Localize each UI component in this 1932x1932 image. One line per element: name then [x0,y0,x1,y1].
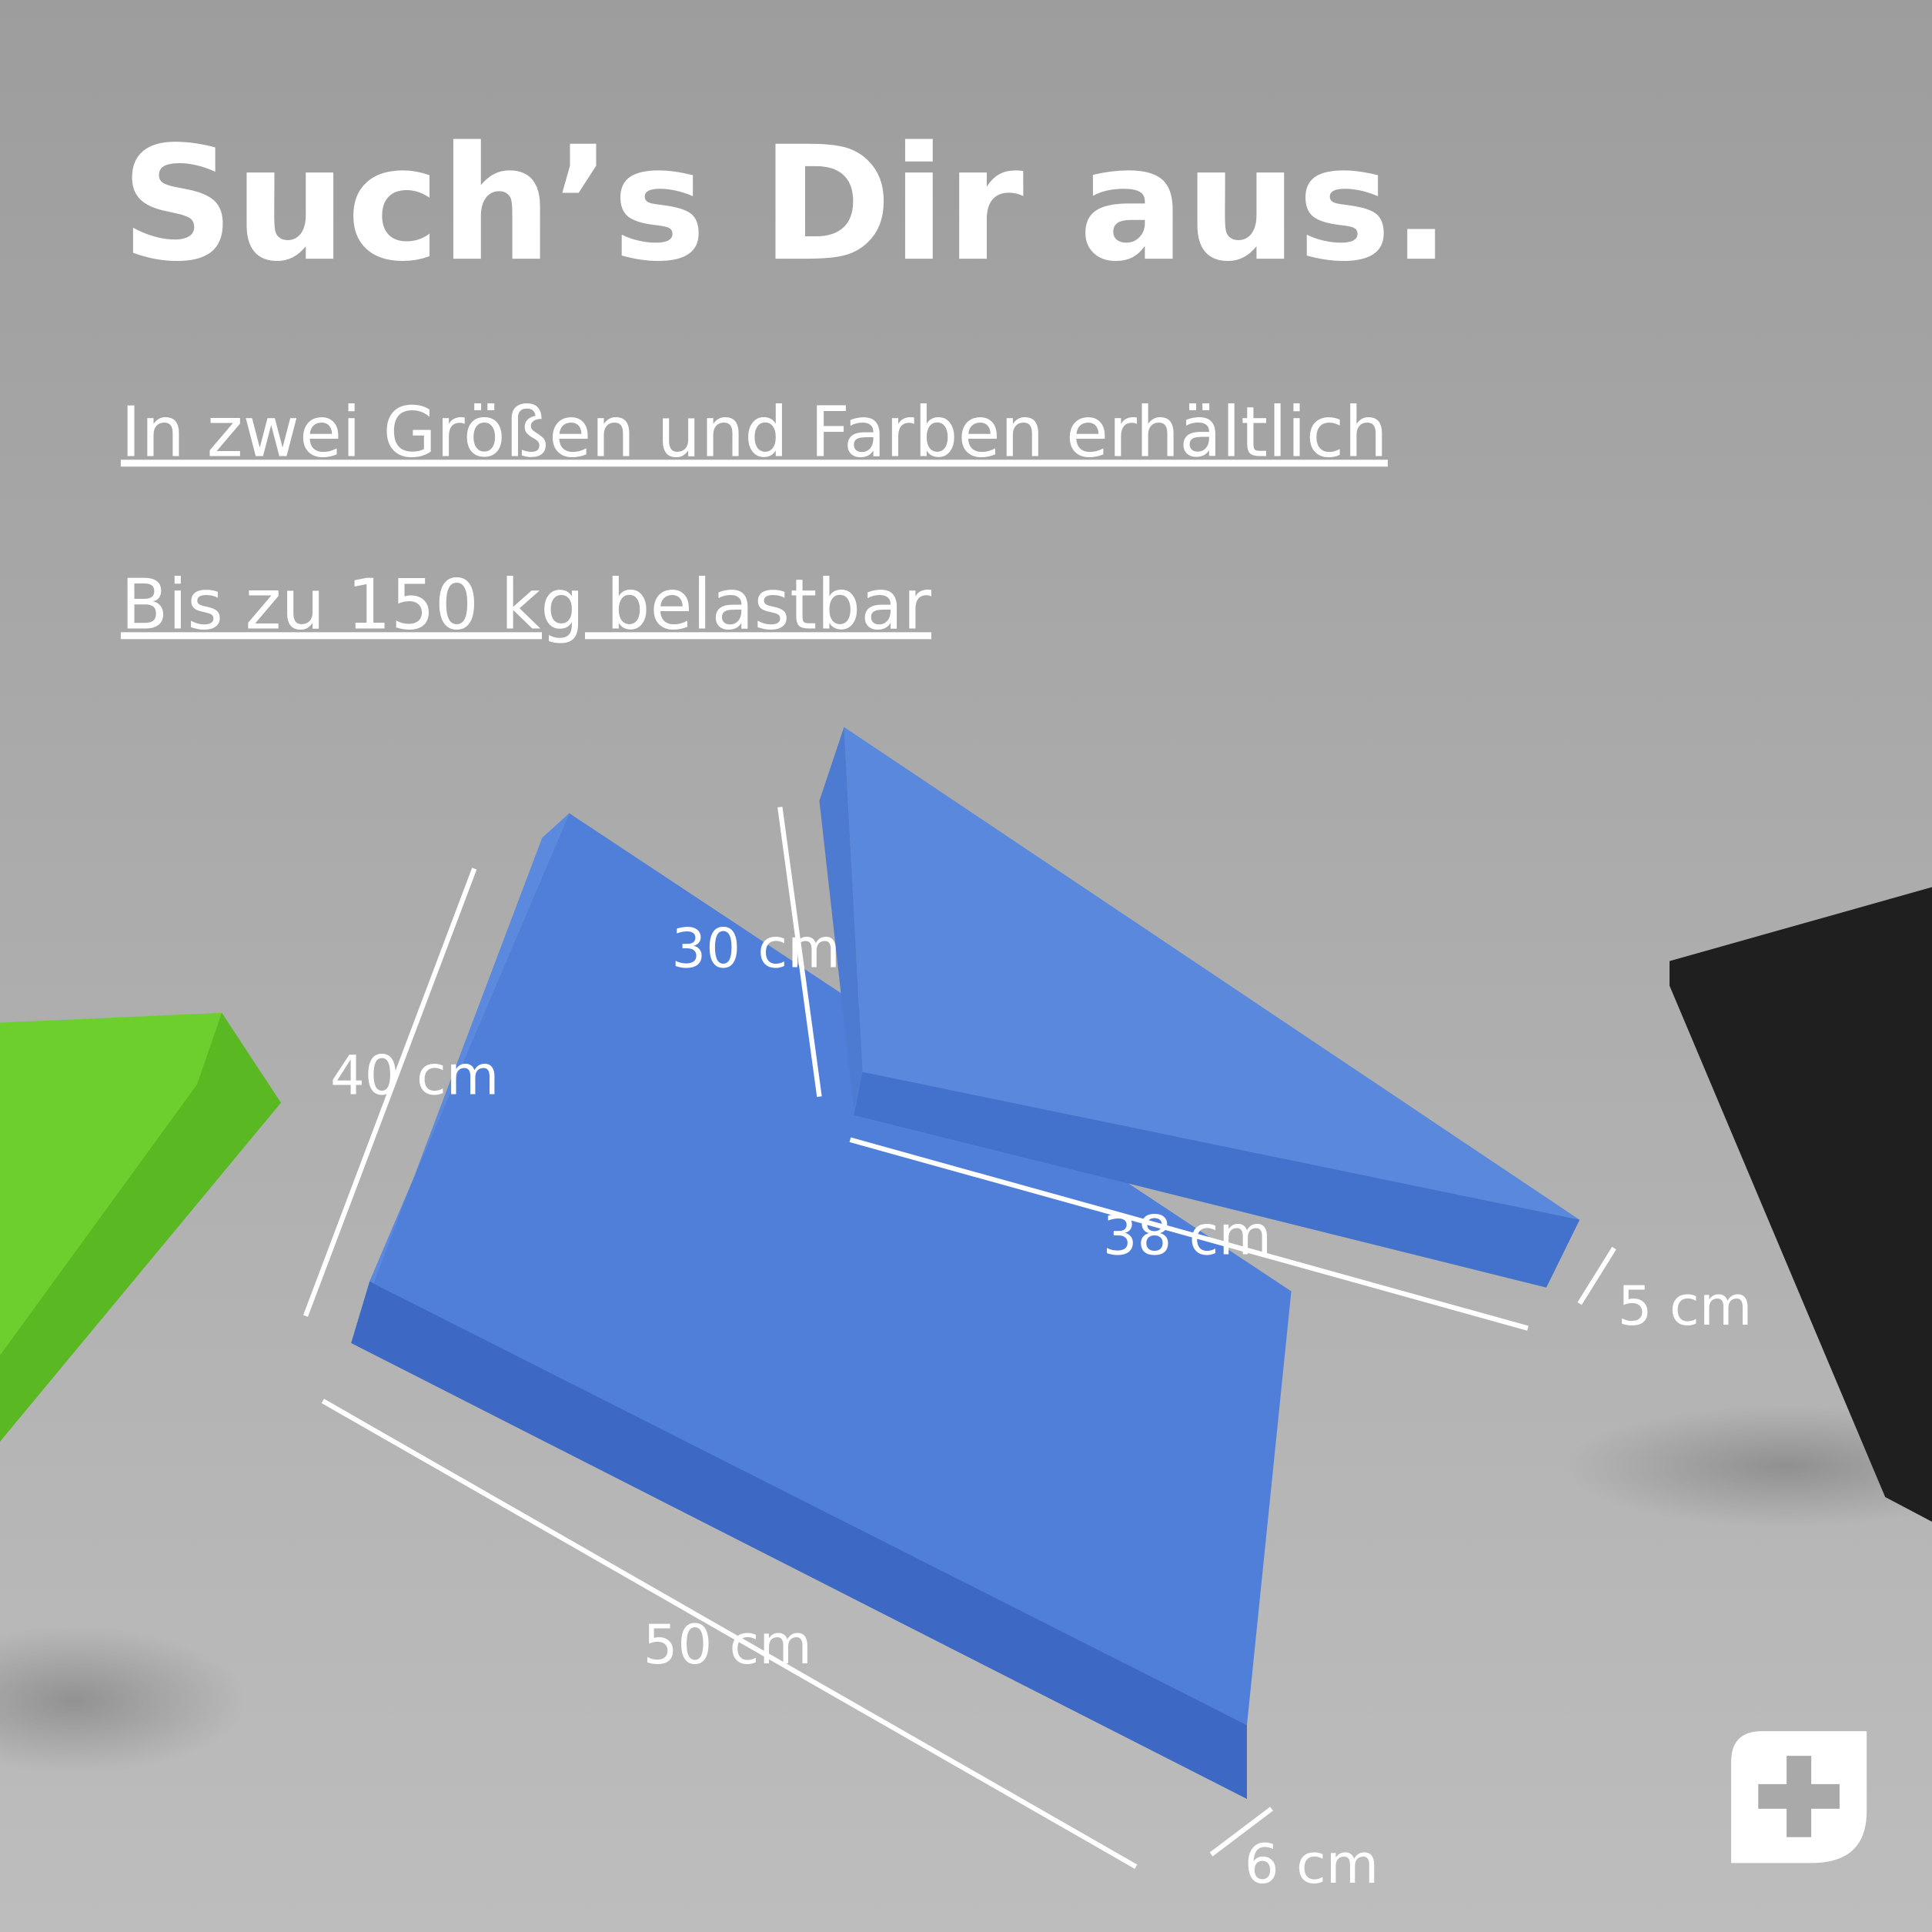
title: Such’s Dir aus. [121,113,1451,296]
measure-line [303,867,477,1317]
measure-line [777,807,822,1098]
dimension-label: 5 cm [1618,1275,1753,1338]
logo-cross [1758,1756,1840,1837]
measure-line [321,1399,1138,1869]
small-blue-pad-side [854,1071,1580,1288]
measure-line [1209,1807,1273,1857]
shadow [1565,1404,1932,1528]
small-blue-pad-top [844,727,1580,1232]
small-blue-pad-edge [819,727,863,1109]
dimension-label: 30 cm [671,918,840,981]
large-blue-pad-top [369,813,1292,1726]
large-blue-pad-side [351,1281,1247,1800]
feature: In zwei Größen und Farben erhältlich [121,393,1388,473]
dimension-label: 40 cm [330,1044,499,1107]
green-pad-side [0,1012,281,1442]
measure-line [1577,1246,1616,1305]
measure-line [849,1137,1529,1331]
dimension-label: 50 cm [643,1613,812,1676]
dimension-label: 6 cm [1245,1833,1379,1896]
dimension-label: 38 cm [1103,1205,1272,1268]
shadow [0,1626,247,1775]
feature: Bis zu 150 kg belastbar [121,565,931,645]
black-pad [1670,887,1932,1522]
